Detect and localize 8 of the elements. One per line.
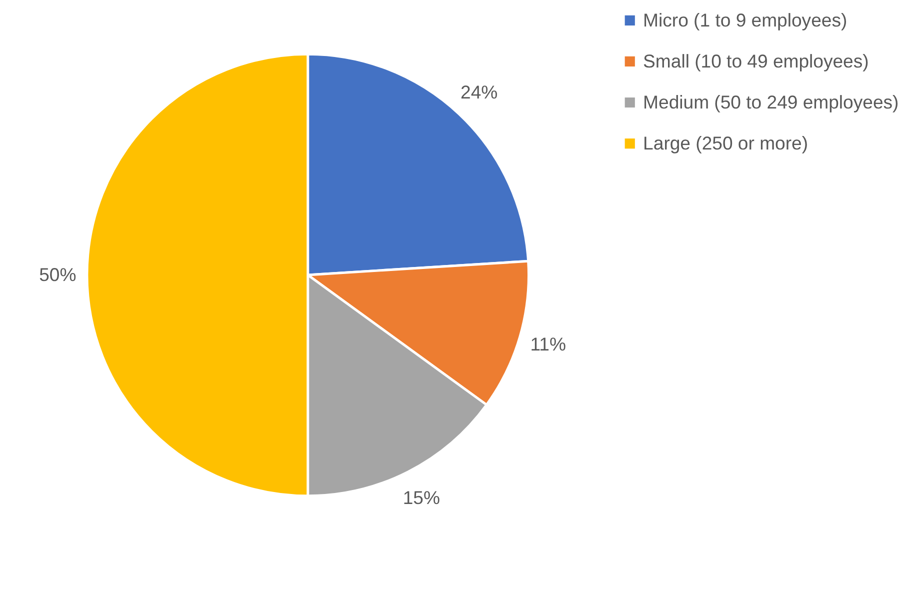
data-label: 15% xyxy=(402,486,440,508)
data-label: 24% xyxy=(460,81,498,102)
legend-label: Large (250 or more) xyxy=(643,132,808,154)
legend-label: Micro (1 to 9 employees) xyxy=(643,9,848,30)
legend-label: Small (10 to 49 employees) xyxy=(643,50,869,72)
data-label: 50% xyxy=(39,264,76,285)
data-label: 11% xyxy=(530,334,566,355)
legend-label: Medium (50 to 249 employees) xyxy=(643,91,899,112)
